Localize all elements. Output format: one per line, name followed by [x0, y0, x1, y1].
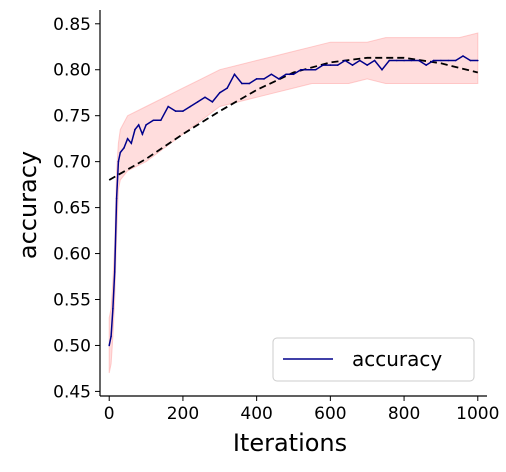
data-point [432, 59, 435, 62]
y-tick-label: 0.50 [53, 336, 91, 356]
data-point [119, 151, 122, 154]
data-point [117, 160, 120, 163]
data-point [440, 59, 442, 62]
data-point [189, 105, 192, 108]
data-point [307, 68, 310, 71]
legend-box [272, 337, 475, 382]
y-axis-title: accuracy [14, 151, 42, 259]
y-tick-label: 0.70 [53, 153, 91, 173]
y-tick-label: 0.80 [53, 61, 91, 81]
data-point [255, 78, 258, 80]
data-point [454, 59, 457, 62]
data-point [388, 59, 391, 62]
data-point [336, 64, 339, 66]
data-point [182, 110, 184, 112]
data-point [141, 133, 144, 135]
data-point [344, 59, 346, 62]
data-point [373, 59, 376, 62]
data-point [226, 87, 228, 89]
data-point [381, 68, 383, 71]
x-tick-label: 200 [167, 404, 199, 424]
y-tick-label: 0.85 [53, 15, 91, 35]
data-point [410, 59, 413, 62]
y-tick-label: 0.65 [53, 199, 91, 219]
data-point [204, 96, 206, 99]
data-point [447, 59, 450, 62]
data-point [174, 110, 177, 112]
data-point [248, 82, 251, 85]
y-tick-label: 0.55 [53, 291, 91, 311]
confidence-band [108, 32, 479, 374]
data-point [108, 344, 110, 347]
data-point [145, 124, 147, 126]
data-point [219, 91, 221, 94]
data-point [241, 82, 243, 85]
data-point [211, 101, 214, 103]
data-point [366, 64, 369, 66]
data-point [359, 59, 361, 62]
data-point [314, 68, 317, 71]
data-point [322, 64, 324, 66]
data-point [126, 137, 129, 140]
confidence-band-layer [108, 32, 479, 374]
data-point [395, 59, 398, 62]
data-point [167, 105, 169, 108]
x-tick-label: 800 [388, 404, 420, 424]
data-point [112, 307, 114, 310]
data-point [160, 119, 162, 122]
data-point [300, 68, 302, 71]
data-point [425, 64, 428, 66]
data-point [123, 147, 125, 149]
legend-label-accuracy: accuracy [352, 347, 442, 371]
x-tick-label: 1000 [456, 404, 499, 424]
data-point [477, 59, 479, 62]
data-point [278, 78, 280, 80]
x-ticks: 0 200 400 600 800 1000 [104, 396, 499, 424]
data-point [110, 335, 112, 338]
data-point [152, 119, 155, 122]
data-point [270, 73, 273, 76]
data-point [196, 101, 199, 103]
data-point [137, 124, 140, 126]
data-point [351, 64, 354, 66]
x-tick-label: 400 [240, 404, 272, 424]
data-point [233, 73, 236, 76]
data-point [329, 64, 332, 66]
data-point [263, 78, 265, 80]
y-tick-label: 0.45 [53, 382, 91, 402]
axes-layer [99, 10, 487, 397]
data-point [403, 59, 405, 62]
trend-line [108, 56, 479, 181]
legend: accuracy [272, 337, 475, 382]
data-point [115, 197, 118, 200]
x-axis-title: Iterations [233, 429, 347, 457]
y-tick-label: 0.75 [53, 107, 91, 127]
data-point [292, 73, 295, 76]
y-ticks: 0.45 0.50 0.55 0.60 0.65 0.70 0.75 0.80 0.85 [53, 15, 100, 402]
data-point [285, 73, 287, 76]
data-point [134, 128, 136, 131]
x-tick-label: 0 [104, 404, 115, 424]
trend-layer [108, 56, 479, 181]
y-tick-label: 0.60 [53, 245, 91, 265]
data-point [130, 142, 133, 145]
data-point [418, 59, 420, 62]
data-point [462, 55, 464, 57]
data-point [113, 271, 116, 273]
data-point [469, 59, 472, 62]
series-layer [108, 55, 479, 347]
x-tick-label: 600 [314, 404, 346, 424]
